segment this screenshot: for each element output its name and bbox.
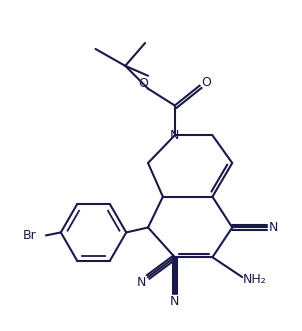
Text: Br: Br: [22, 229, 36, 242]
Text: N: N: [170, 295, 179, 308]
Text: N: N: [269, 221, 278, 234]
Text: N: N: [137, 275, 146, 289]
Text: O: O: [201, 76, 211, 89]
Text: O: O: [138, 77, 148, 90]
Text: NH₂: NH₂: [243, 272, 267, 286]
Text: N: N: [170, 129, 179, 142]
